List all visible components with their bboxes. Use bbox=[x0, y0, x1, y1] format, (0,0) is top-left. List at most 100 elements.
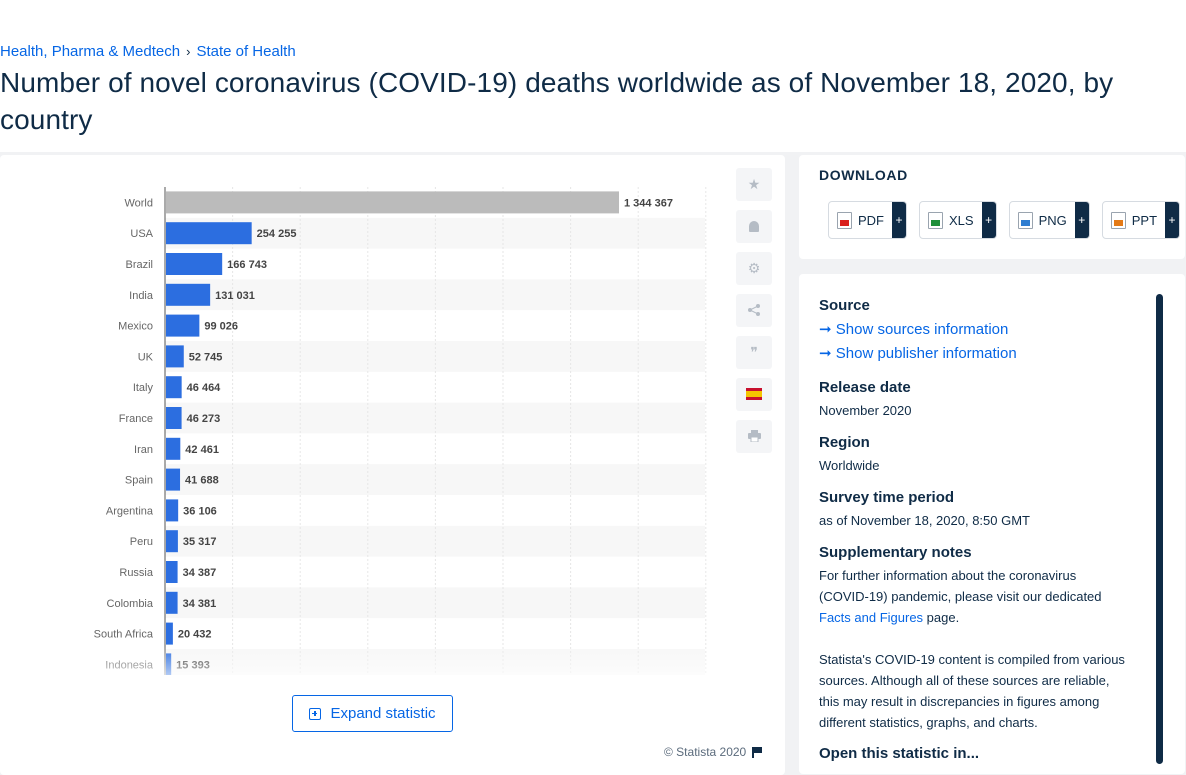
plus-icon: + bbox=[892, 202, 906, 238]
show-publisher-link[interactable]: ➞ Show publisher information bbox=[819, 344, 1017, 362]
value-label: 35 317 bbox=[183, 536, 217, 548]
bar-peru bbox=[166, 530, 178, 553]
bar-colombia bbox=[166, 591, 178, 614]
show-sources-label: Show sources information bbox=[835, 321, 1009, 338]
ppt-label: PPT bbox=[1131, 212, 1158, 228]
breadcrumb-health-link[interactable]: Health, Pharma & Medtech bbox=[0, 43, 181, 60]
bar-uk bbox=[166, 345, 184, 368]
category-label: India bbox=[129, 290, 154, 302]
facts-and-figures-link[interactable]: Facts and Figures bbox=[819, 610, 924, 625]
value-label: 166 743 bbox=[227, 259, 267, 271]
value-label: 36 106 bbox=[183, 505, 217, 517]
png-file-icon bbox=[1017, 211, 1033, 229]
survey-period-heading: Survey time period bbox=[819, 489, 955, 506]
info-scrollbar[interactable] bbox=[1156, 294, 1163, 764]
value-label: 46 464 bbox=[187, 382, 222, 394]
bar-france bbox=[166, 407, 182, 429]
pdf-file-icon bbox=[837, 211, 852, 229]
supplementary-notes-heading: Supplementary notes bbox=[819, 544, 972, 561]
gear-icon: ⚙ bbox=[747, 260, 761, 276]
settings-button[interactable]: ⚙ bbox=[736, 252, 772, 285]
open-statistic-heading: Open this statistic in... bbox=[819, 745, 980, 762]
category-label: Brazil bbox=[125, 259, 153, 271]
notes-text-end: page. bbox=[923, 610, 960, 625]
chart-card: World 1 344 367 USA 254 255 Brazil 166 743 Ind… bbox=[0, 155, 785, 775]
category-label: France bbox=[119, 413, 153, 425]
share-icon bbox=[748, 303, 760, 319]
download-buttons: PDF + XLS + PNG + PPT + bbox=[828, 201, 1186, 239]
category-label: Argentina bbox=[106, 505, 154, 517]
page-title: Number of novel coronavirus (COVID-19) d… bbox=[0, 67, 1114, 135]
print-button[interactable] bbox=[736, 420, 772, 453]
bar-argentina bbox=[166, 499, 179, 522]
copyright-text: © Statista 2020 bbox=[664, 745, 747, 759]
bar-indonesia bbox=[166, 653, 172, 675]
notification-button[interactable] bbox=[736, 210, 772, 243]
expand-statistic-label: Expand statistic bbox=[330, 705, 436, 722]
release-date-heading: Release date bbox=[819, 379, 911, 396]
value-label: 34 387 bbox=[183, 567, 217, 579]
bar-chart: World 1 344 367 USA 254 255 Brazil 166 743 Ind… bbox=[94, 187, 707, 675]
value-label: 41 688 bbox=[185, 475, 219, 487]
category-label: Spain bbox=[125, 475, 153, 487]
category-label: Colombia bbox=[107, 598, 154, 610]
value-label: 34 381 bbox=[183, 598, 217, 610]
category-label: Italy bbox=[133, 382, 154, 394]
value-label: 131 031 bbox=[215, 290, 255, 302]
language-button[interactable] bbox=[736, 378, 772, 411]
pdf-label: PDF bbox=[858, 212, 884, 228]
copyright-notice: © Statista 2020 bbox=[664, 745, 762, 759]
value-label: 1 344 367 bbox=[624, 197, 673, 209]
plus-box-icon bbox=[309, 707, 322, 720]
arrow-right-icon: ➞ bbox=[819, 321, 832, 338]
category-label: Indonesia bbox=[105, 659, 154, 671]
notes-text: For further information about the corona… bbox=[819, 568, 1102, 604]
download-png-button[interactable]: PNG + bbox=[1008, 201, 1090, 239]
show-sources-link[interactable]: ➞ Show sources information bbox=[819, 320, 1008, 338]
report-flag-icon[interactable] bbox=[752, 746, 762, 758]
category-label: UK bbox=[138, 351, 154, 363]
category-label: Iran bbox=[134, 444, 153, 456]
bar-russia bbox=[166, 561, 178, 583]
value-label: 15 393 bbox=[176, 659, 210, 671]
spain-flag-icon bbox=[746, 387, 762, 403]
covid-content-note: Statista's COVID-19 content is compiled … bbox=[819, 652, 1125, 730]
category-label: Peru bbox=[130, 536, 153, 548]
xls-label: XLS bbox=[949, 212, 974, 228]
download-ppt-button[interactable]: PPT + bbox=[1101, 201, 1181, 239]
download-pdf-button[interactable]: PDF + bbox=[828, 201, 907, 239]
bar-spain bbox=[166, 468, 181, 491]
header-area bbox=[0, 0, 1186, 152]
print-icon bbox=[747, 429, 761, 445]
statistic-info-card: Source ➞ Show sources information ➞ Show… bbox=[799, 274, 1185, 774]
value-label: 99 026 bbox=[204, 321, 238, 333]
bar-usa bbox=[166, 222, 252, 245]
bar-india bbox=[166, 283, 211, 306]
download-xls-button[interactable]: XLS + bbox=[919, 201, 997, 239]
cite-button[interactable]: ❞ bbox=[736, 336, 772, 369]
ppt-file-icon bbox=[1110, 211, 1126, 229]
chart-toolbar: ★ ⚙ ❞ bbox=[736, 168, 772, 462]
plus-icon: + bbox=[1165, 202, 1180, 238]
plus-icon: + bbox=[981, 202, 996, 238]
arrow-right-icon: ➞ bbox=[819, 345, 832, 362]
category-label: USA bbox=[130, 228, 153, 240]
region-heading: Region bbox=[819, 434, 870, 451]
download-card: DOWNLOAD PDF + XLS + PNG + PPT + bbox=[799, 155, 1185, 259]
bell-icon bbox=[749, 221, 759, 232]
star-icon: ★ bbox=[747, 176, 761, 192]
download-title: DOWNLOAD bbox=[819, 167, 908, 183]
bar-south-africa bbox=[166, 622, 173, 645]
release-date-value: November 2020 bbox=[819, 403, 912, 418]
breadcrumb-state-of-health-link[interactable]: State of Health bbox=[196, 43, 296, 60]
share-button[interactable] bbox=[736, 294, 772, 327]
bar-brazil bbox=[166, 253, 223, 275]
expand-statistic-button[interactable]: Expand statistic bbox=[292, 695, 453, 732]
region-value: Worldwide bbox=[819, 458, 880, 473]
breadcrumb-separator: › bbox=[186, 44, 191, 59]
category-label: Mexico bbox=[118, 321, 153, 333]
favorite-button[interactable]: ★ bbox=[736, 168, 772, 201]
breadcrumb: Health, Pharma & Medtech › State of Heal… bbox=[0, 43, 296, 60]
xls-file-icon bbox=[928, 211, 943, 229]
bar-iran bbox=[166, 437, 181, 460]
